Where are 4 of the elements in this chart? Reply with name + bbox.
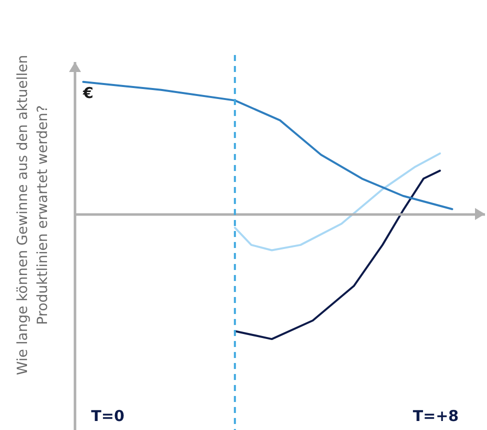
x-tick-label: T=+8 [412,406,459,425]
y-axis-title: Wie lange können Gewinne aus den aktuellen Produktlinien erwartet werden? [15,54,51,376]
x-tick-label: T=0 [91,406,124,425]
annotation: € [82,84,94,102]
